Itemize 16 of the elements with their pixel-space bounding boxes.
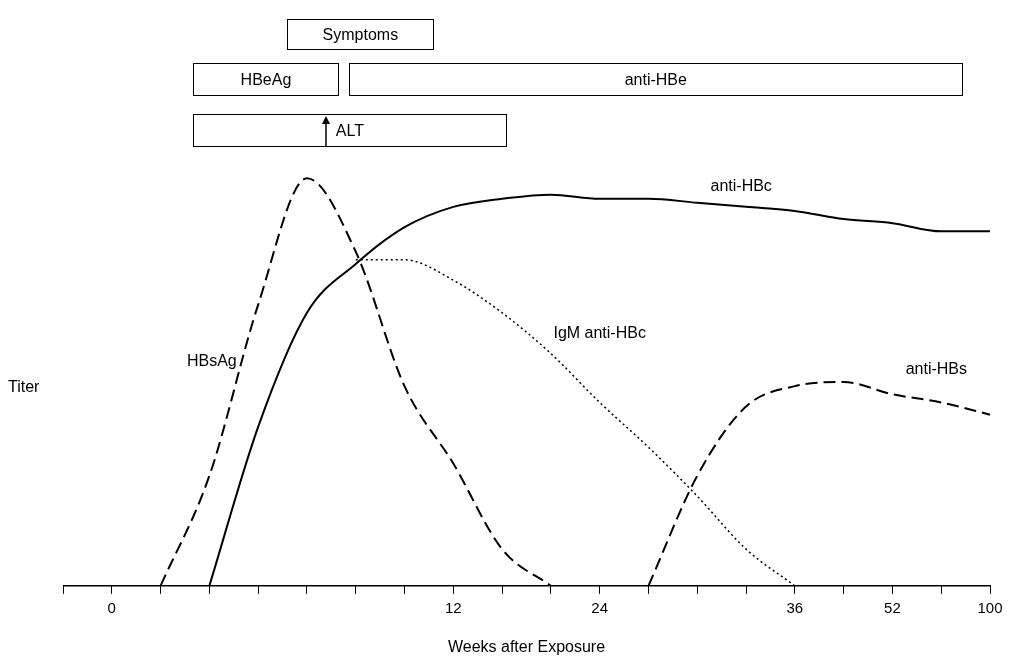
text: HBeAg: [240, 70, 292, 89]
series-label: anti-HBc: [710, 176, 772, 194]
y-axis-title: Titer: [8, 378, 41, 396]
x-tick-label: 36: [786, 598, 804, 616]
series-label: IgM anti-HBc: [553, 323, 646, 341]
x-tick-label: 100: [977, 598, 1003, 616]
series-label: anti-HBs: [905, 360, 968, 378]
text: ALT: [335, 121, 364, 140]
x-tick-label: 12: [444, 598, 462, 616]
x-axis-title: Weeks after Exposure: [447, 637, 606, 655]
x-tick-label: 52: [884, 598, 901, 616]
series-label: HBsAg: [186, 352, 237, 370]
x-tick-label: 0: [107, 598, 116, 616]
text: anti-HBe: [624, 70, 687, 89]
x-tick-label: 24: [591, 598, 609, 616]
text: Symptoms: [322, 25, 399, 44]
